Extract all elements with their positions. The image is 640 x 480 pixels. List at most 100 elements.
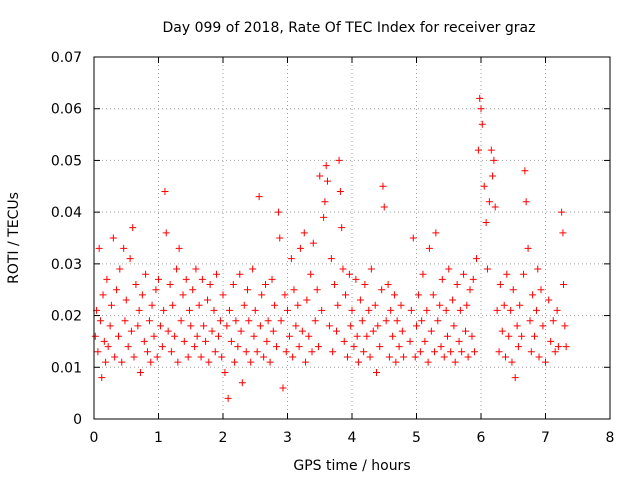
data-point — [440, 353, 448, 361]
data-point — [443, 332, 451, 340]
data-point — [96, 317, 104, 325]
data-point — [554, 343, 562, 351]
y-tick-label: 0.06 — [51, 102, 82, 118]
data-point — [115, 332, 123, 340]
data-point — [340, 337, 348, 345]
data-point — [400, 353, 408, 361]
data-point — [305, 332, 313, 340]
data-point — [249, 265, 257, 273]
data-point — [371, 301, 379, 309]
data-point — [561, 322, 569, 330]
data-point — [95, 244, 103, 252]
data-point — [98, 374, 106, 382]
data-point — [94, 348, 102, 356]
data-point — [521, 167, 529, 175]
data-point — [453, 281, 461, 289]
data-point — [129, 224, 137, 232]
data-point — [366, 353, 374, 361]
data-point — [339, 265, 347, 273]
data-point — [227, 337, 235, 345]
data-point — [445, 265, 453, 273]
data-point — [156, 322, 164, 330]
data-point — [463, 301, 471, 309]
data-point — [152, 286, 160, 294]
y-tick-label: 0.05 — [51, 153, 82, 169]
data-point — [218, 353, 226, 361]
data-point — [122, 296, 130, 304]
data-point — [211, 348, 219, 356]
y-tick-label: 0 — [73, 412, 82, 428]
data-point — [474, 146, 482, 154]
data-point — [478, 120, 486, 128]
data-point — [311, 317, 319, 325]
data-point — [458, 348, 466, 356]
data-points — [91, 94, 570, 402]
data-point — [321, 198, 329, 206]
data-point — [240, 301, 248, 309]
data-point — [202, 337, 210, 345]
data-point — [187, 322, 195, 330]
data-point — [208, 327, 216, 335]
data-point — [392, 358, 400, 366]
data-point — [466, 286, 474, 294]
data-point — [256, 322, 264, 330]
data-point — [407, 306, 415, 314]
data-point — [406, 337, 414, 345]
data-point — [134, 322, 142, 330]
data-point — [136, 368, 144, 376]
data-point — [514, 343, 522, 351]
data-point — [447, 348, 455, 356]
data-point — [516, 301, 524, 309]
data-point — [160, 306, 168, 314]
data-point — [352, 275, 360, 283]
data-point — [500, 301, 508, 309]
data-point — [274, 208, 282, 216]
data-point — [509, 286, 517, 294]
data-point — [503, 270, 511, 278]
data-point — [423, 306, 431, 314]
data-point — [316, 172, 324, 180]
data-point — [294, 301, 302, 309]
data-point — [367, 265, 375, 273]
data-point — [350, 343, 358, 351]
grid-lines — [94, 57, 610, 419]
data-point — [121, 317, 129, 325]
data-point — [210, 306, 218, 314]
y-tick-label: 0.07 — [51, 50, 82, 66]
data-point — [455, 337, 463, 345]
data-point — [490, 156, 498, 164]
data-point — [102, 358, 110, 366]
data-point — [104, 343, 112, 351]
data-point — [206, 281, 214, 289]
data-point — [214, 332, 222, 340]
data-point — [204, 296, 212, 304]
data-point — [524, 244, 532, 252]
data-point — [416, 348, 424, 356]
data-point — [456, 306, 464, 314]
data-point — [300, 229, 308, 237]
data-point — [361, 281, 369, 289]
data-point — [418, 317, 426, 325]
data-point — [496, 281, 504, 289]
data-point — [225, 306, 233, 314]
data-point — [414, 291, 422, 299]
data-point — [111, 353, 119, 361]
data-point — [429, 291, 437, 299]
plot-frame — [93, 56, 611, 420]
data-point — [242, 348, 250, 356]
data-point — [469, 275, 477, 283]
data-point — [224, 394, 232, 402]
data-point — [124, 343, 132, 351]
data-point — [107, 301, 115, 309]
data-point — [508, 358, 516, 366]
x-tick-label: 3 — [283, 430, 292, 446]
data-point — [495, 348, 503, 356]
data-point — [449, 296, 457, 304]
data-point — [238, 379, 246, 387]
data-point — [148, 301, 156, 309]
data-point — [472, 255, 480, 263]
data-point — [253, 348, 261, 356]
data-point — [126, 255, 134, 263]
data-point — [437, 343, 445, 351]
data-point — [191, 343, 199, 351]
